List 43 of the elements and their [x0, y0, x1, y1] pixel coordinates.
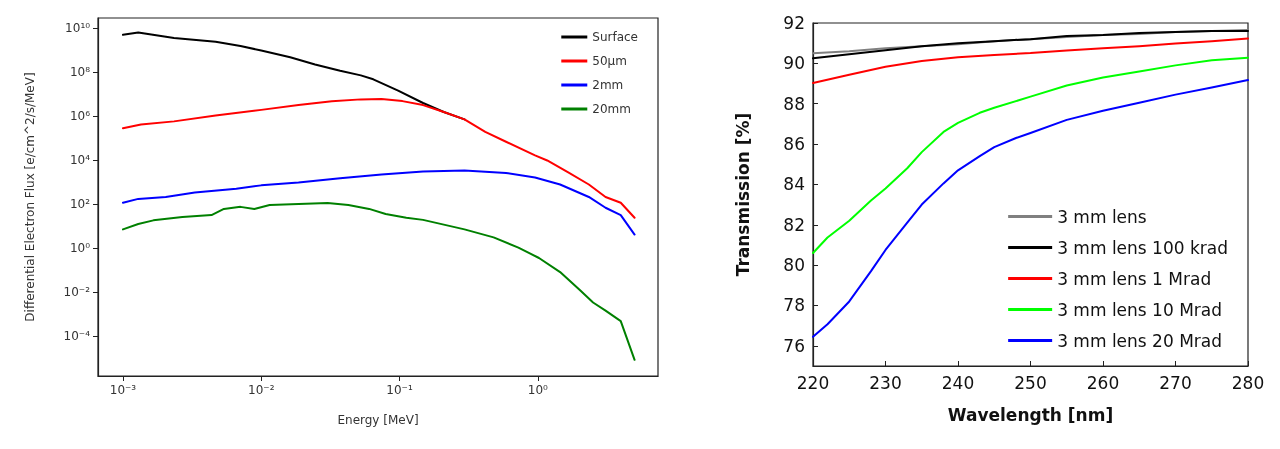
legend-label: 20mm: [592, 102, 631, 116]
x-tick-label: 270: [1159, 372, 1192, 393]
x-axis-title: Wavelength [nm]: [947, 404, 1114, 425]
x-tick-label: 280: [1231, 372, 1265, 393]
y-tick-label: 10⁴: [69, 153, 91, 168]
legend-label: Surface: [592, 30, 638, 44]
legend-label: 50μm: [592, 54, 627, 68]
x-tick-label: 250: [1014, 372, 1047, 393]
y-tick-label: 78: [783, 295, 805, 316]
y-tick-label: 10²: [69, 197, 91, 212]
y-tick-label: 86: [783, 134, 805, 155]
line-series: [812, 56, 1249, 255]
legend-label: 3 mm lens 10 Mrad: [1057, 299, 1223, 320]
y-tick-label: 10⁸: [69, 65, 91, 80]
y-tick-label: 10⁰: [69, 241, 91, 256]
y-tick-label: 92: [783, 13, 805, 33]
x-tick-label: 10⁻²: [248, 383, 275, 397]
y-tick-label: 80: [783, 255, 805, 276]
x-tick-label: 240: [941, 372, 975, 393]
y-tick-label: 88: [783, 93, 805, 114]
x-tick-label: 10⁻³: [109, 383, 137, 397]
y-tick-label: 10⁶: [69, 109, 91, 124]
y-tick-label: 10¹⁰: [65, 21, 91, 36]
legend-label: 3 mm lens: [1057, 206, 1147, 227]
line-series: [812, 37, 1249, 84]
legend-label: 3 mm lens 20 Mrad: [1057, 330, 1223, 351]
y-tick-label: 82: [783, 214, 805, 235]
y-tick-label: 10⁻⁴: [63, 329, 91, 344]
x-tick-label: 220: [796, 372, 830, 393]
y-tick-label: 84: [783, 174, 805, 195]
y-axis-title: Differential Electron Flux [e/cm^2/s/MeV]: [23, 72, 37, 322]
y-axis-title: Transmission [%]: [732, 112, 753, 277]
x-axis-title: Energy [MeV]: [337, 413, 419, 427]
legend-label: 2mm: [592, 78, 624, 92]
x-tick-label: 10⁰: [527, 383, 549, 397]
x-tick-label: 230: [869, 372, 902, 393]
y-tick-label: 10⁻²: [63, 285, 91, 300]
legend-label: 3 mm lens 1 Mrad: [1057, 268, 1212, 289]
y-tick-label: 90: [783, 53, 805, 74]
x-tick-label: 10⁻¹: [386, 383, 413, 397]
x-tick-label: 260: [1086, 372, 1120, 393]
legend-label: 3 mm lens 100 krad: [1057, 237, 1228, 258]
y-tick-label: 76: [783, 335, 805, 356]
